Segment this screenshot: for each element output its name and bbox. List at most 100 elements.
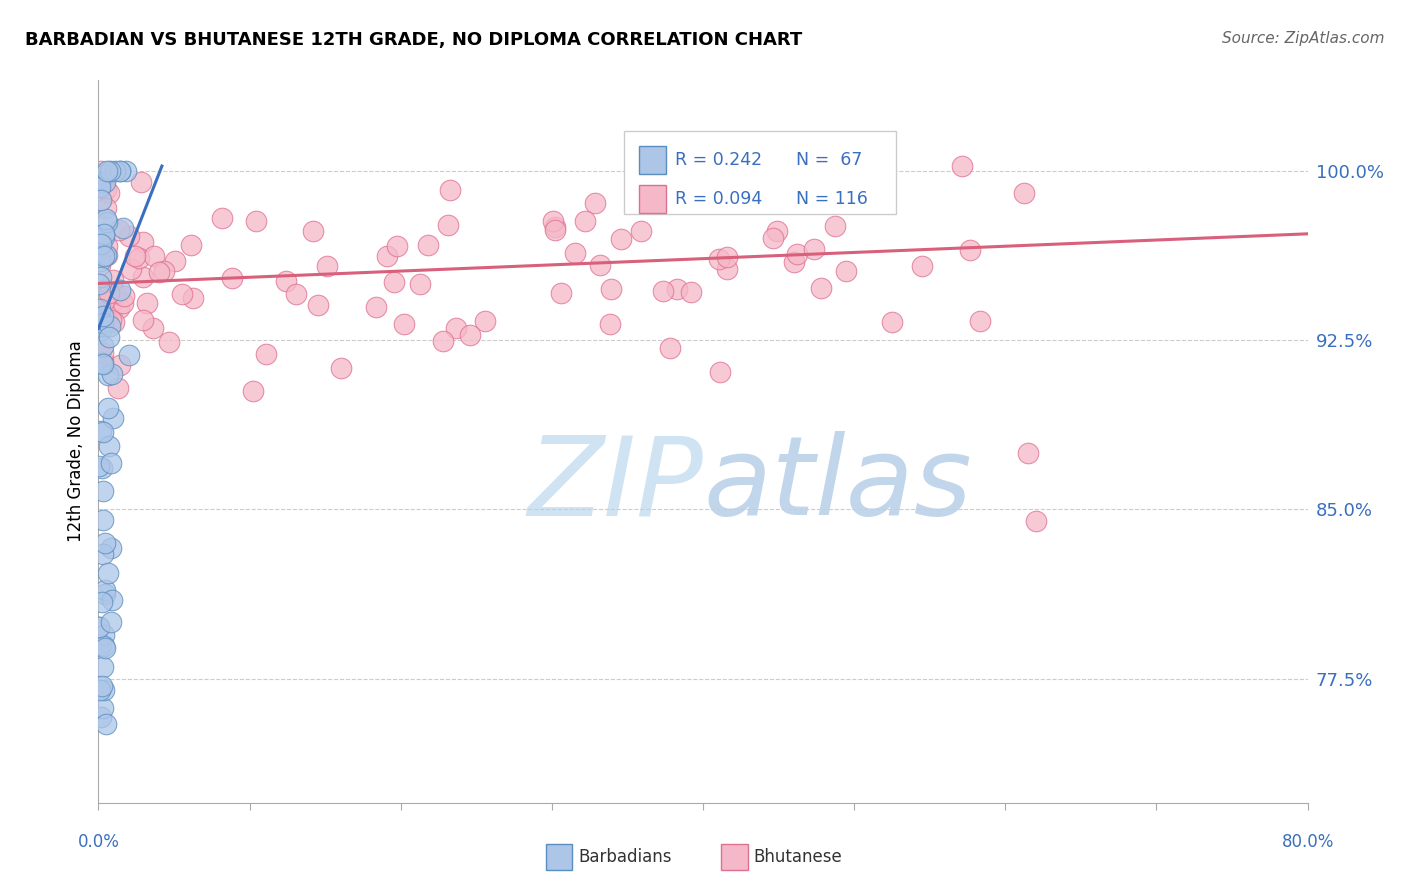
Point	[444, 321, 467, 335]
Point	[87, 459, 110, 474]
Point	[307, 298, 329, 312]
Point	[132, 235, 155, 249]
Point	[90, 461, 112, 475]
Point	[409, 277, 432, 292]
Point	[90, 638, 112, 652]
Point	[94, 175, 117, 189]
Point	[91, 513, 114, 527]
Point	[382, 276, 405, 290]
Y-axis label: 12th Grade, No Diploma: 12th Grade, No Diploma	[66, 341, 84, 542]
Point	[315, 259, 337, 273]
Point	[94, 212, 117, 227]
Point	[129, 175, 152, 189]
Point	[89, 683, 111, 698]
Point	[880, 315, 903, 329]
Point	[810, 280, 832, 294]
Point	[543, 220, 565, 235]
Point	[91, 660, 114, 674]
Point	[98, 186, 121, 201]
Text: Source: ZipAtlas.com: Source: ZipAtlas.com	[1222, 31, 1385, 46]
Text: N = 116: N = 116	[796, 190, 868, 208]
Text: atlas: atlas	[703, 432, 972, 539]
Point	[242, 384, 264, 398]
Point	[574, 214, 596, 228]
Point	[94, 716, 117, 731]
Point	[630, 224, 652, 238]
Point	[108, 163, 131, 178]
Bar	[624, 131, 897, 214]
Point	[170, 287, 193, 301]
Point	[786, 247, 808, 261]
Point	[1017, 446, 1039, 460]
Point	[762, 184, 785, 198]
Point	[709, 365, 731, 379]
Point	[89, 305, 111, 319]
Point	[90, 710, 112, 724]
Point	[108, 358, 131, 372]
Point	[93, 293, 115, 308]
Point	[114, 163, 136, 178]
Point	[143, 249, 166, 263]
Point	[91, 339, 114, 353]
Point	[90, 163, 112, 178]
Point	[110, 283, 132, 297]
Point	[89, 258, 111, 272]
Text: Bhutanese: Bhutanese	[754, 848, 842, 866]
Point	[550, 285, 572, 300]
Point	[659, 341, 682, 355]
Point	[666, 282, 689, 296]
Point	[180, 238, 202, 252]
Text: 0.0%: 0.0%	[77, 833, 120, 851]
Point	[181, 291, 204, 305]
Point	[93, 168, 115, 182]
Point	[91, 701, 114, 715]
Point	[91, 679, 114, 693]
Point	[100, 615, 122, 629]
Point	[153, 264, 176, 278]
Point	[107, 301, 129, 316]
Point	[107, 381, 129, 395]
Point	[436, 219, 458, 233]
Point	[89, 293, 111, 308]
Text: 80.0%: 80.0%	[1281, 833, 1334, 851]
Point	[274, 274, 297, 288]
Point	[375, 249, 398, 263]
Text: Barbadians: Barbadians	[578, 848, 672, 866]
Point	[128, 252, 150, 266]
Point	[108, 163, 131, 178]
Point	[100, 313, 122, 327]
Point	[98, 163, 121, 178]
Point	[98, 285, 121, 300]
Point	[103, 315, 125, 329]
Point	[211, 211, 233, 226]
Point	[94, 535, 117, 549]
Point	[96, 215, 118, 229]
Point	[89, 180, 111, 194]
Point	[89, 247, 111, 261]
Bar	[546, 844, 572, 870]
Point	[766, 224, 789, 238]
Text: R = 0.242: R = 0.242	[675, 151, 762, 169]
Point	[93, 547, 115, 561]
Point	[91, 317, 114, 331]
Point	[100, 367, 122, 381]
Text: R = 0.094: R = 0.094	[675, 190, 762, 208]
Point	[94, 640, 117, 655]
Point	[589, 259, 612, 273]
Point	[96, 313, 118, 327]
Point	[112, 289, 135, 303]
Point	[439, 183, 461, 197]
Point	[89, 299, 111, 313]
Point	[97, 439, 120, 453]
Point	[654, 181, 676, 195]
Point	[103, 411, 125, 425]
Point	[610, 232, 633, 246]
Point	[89, 302, 111, 317]
Point	[90, 269, 112, 284]
Point	[90, 323, 112, 337]
Point	[91, 316, 114, 330]
Point	[98, 330, 121, 344]
Point	[1012, 186, 1035, 201]
Point	[135, 296, 157, 310]
Point	[90, 356, 112, 370]
